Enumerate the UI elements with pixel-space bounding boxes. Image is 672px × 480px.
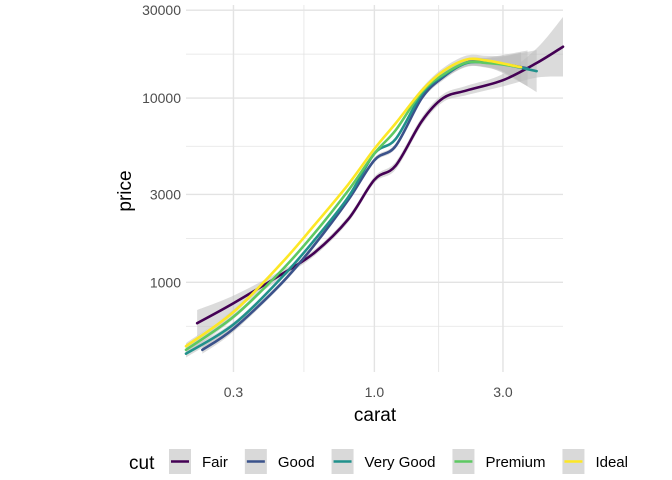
line-good (201, 60, 529, 352)
legend: cut Fair Good Very Good Premium Ideal (129, 449, 628, 474)
grid-lines (186, 5, 563, 372)
legend-label-good: Good (278, 454, 315, 471)
legend-label-ideal: Ideal (595, 454, 628, 471)
x-axis-title: carat (354, 405, 397, 426)
y-tick-label: 30000 (142, 2, 181, 18)
y-axis-ticks: 1000 3000 10000 30000 (142, 2, 181, 290)
legend-label-premium: Premium (485, 454, 545, 471)
x-tick-label: 0.3 (224, 384, 244, 400)
line-ideal (184, 57, 523, 348)
x-tick-label: 1.0 (365, 384, 385, 400)
x-axis-ticks: 0.3 1.0 3.0 (224, 384, 513, 400)
smooth-lines (184, 45, 565, 355)
legend-label-very-good: Very Good (365, 454, 436, 471)
y-tick-label: 3000 (150, 186, 181, 202)
legend-label-fair: Fair (202, 454, 228, 471)
line-very-good (184, 60, 538, 355)
x-tick-label: 3.0 (493, 384, 513, 400)
legend-title: cut (129, 453, 155, 474)
line-premium (184, 60, 523, 352)
y-tick-label: 10000 (142, 90, 181, 106)
y-axis-title: price (115, 170, 136, 211)
y-tick-label: 1000 (150, 274, 181, 290)
line-fair (195, 45, 565, 325)
